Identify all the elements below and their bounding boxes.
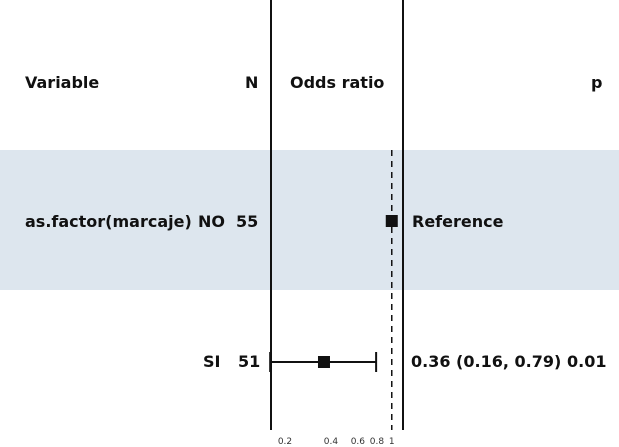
estimate-marker-no [385, 215, 398, 227]
row-variable-name: as.factor(marcaje) [25, 212, 192, 231]
si-row-band [0, 290, 619, 447]
x-tick-label: 0.4 [324, 437, 339, 447]
row-p-si: 0.01 [567, 352, 607, 371]
x-tick-label: 0.2 [278, 437, 292, 447]
row-n-no: 55 [236, 212, 259, 231]
row-estimate-no: Reference [412, 212, 504, 231]
row-n-si: 51 [238, 352, 261, 371]
x-tick-label: 0.6 [351, 437, 366, 447]
x-tick-label: 0.8 [370, 437, 385, 447]
row-level-si: SI [203, 352, 221, 371]
reference-row-band [0, 150, 619, 290]
header-odds-ratio: Odds ratio [290, 73, 385, 92]
header-band [0, 0, 619, 150]
estimate-marker-si [317, 356, 330, 368]
row-level-no: NO [198, 212, 225, 231]
header-n: N [245, 73, 259, 92]
column-divider-right [402, 0, 404, 430]
row-estimate-si: 0.36 (0.16, 0.79) [411, 352, 562, 371]
x-tick-label: 1 [389, 437, 395, 447]
header-variable: Variable [25, 73, 100, 92]
column-divider-left [270, 0, 272, 430]
header-p: p [591, 73, 603, 92]
